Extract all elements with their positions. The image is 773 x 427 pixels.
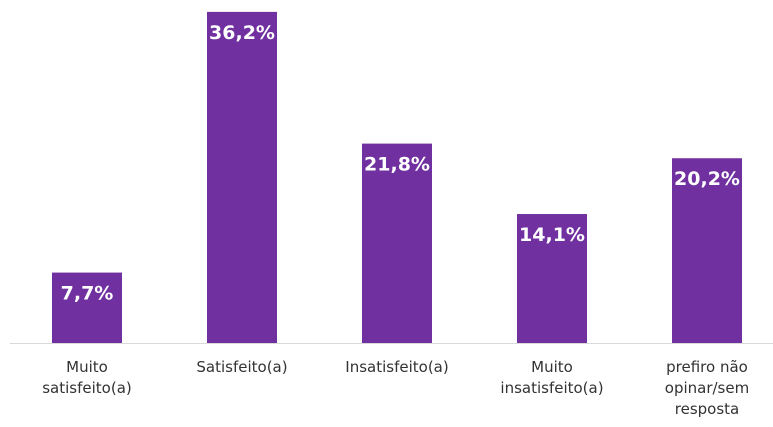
bar bbox=[672, 158, 742, 343]
data-label: 21,8% bbox=[364, 154, 430, 176]
data-label: 14,1% bbox=[519, 224, 585, 246]
data-label: 7,7% bbox=[61, 283, 114, 305]
bar bbox=[517, 214, 587, 343]
data-label: 36,2% bbox=[209, 22, 275, 44]
bar bbox=[52, 272, 122, 343]
category-label: Muito insatisfeito(a) bbox=[500, 358, 604, 397]
category-label: Satisfeito(a) bbox=[196, 358, 288, 376]
bar bbox=[207, 11, 277, 344]
category-label: prefiro não opinar/sem resposta bbox=[664, 358, 750, 418]
category-label: Muito satisfeito(a) bbox=[42, 358, 132, 397]
data-label: 20,2% bbox=[674, 168, 740, 190]
bar bbox=[362, 143, 432, 343]
category-label: Insatisfeito(a) bbox=[345, 358, 449, 376]
